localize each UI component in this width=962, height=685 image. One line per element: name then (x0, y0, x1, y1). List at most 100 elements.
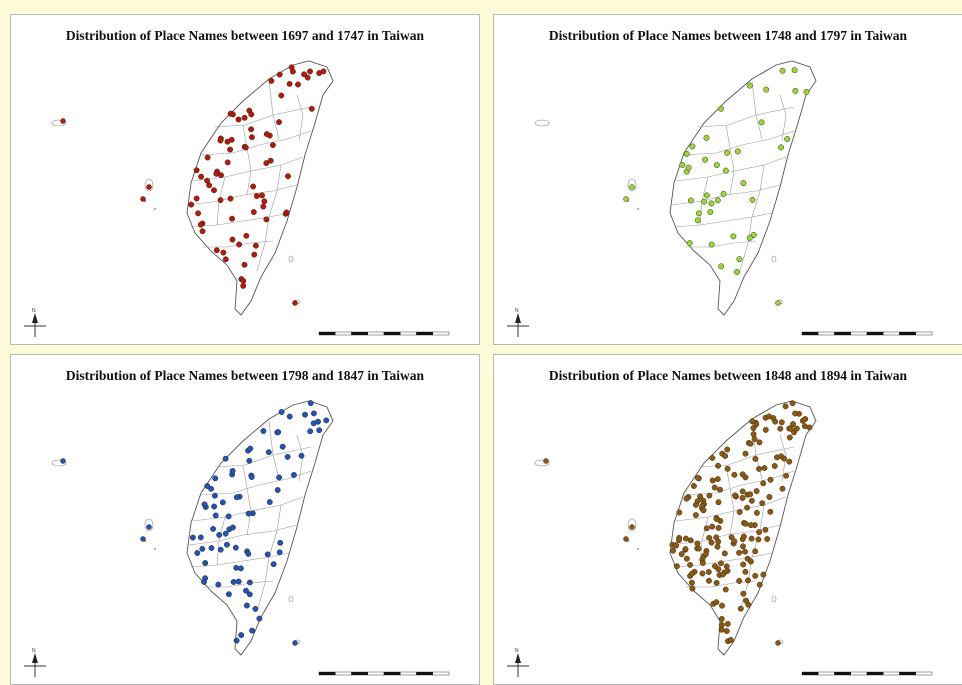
svg-text:N: N (32, 308, 36, 314)
place-name-point (229, 111, 236, 118)
place-name-point (730, 233, 737, 240)
place-name-point (712, 563, 718, 570)
map-title: Distribution of Place Names between 1748… (548, 28, 908, 43)
place-name-point (211, 187, 217, 194)
place-name-point (756, 529, 763, 536)
county-boundary (203, 580, 274, 588)
place-name-point (703, 134, 710, 141)
place-name-point (213, 247, 220, 254)
penghu-islands-outline (144, 178, 154, 192)
place-name-point (766, 494, 773, 500)
place-name-point (717, 560, 724, 567)
place-name-point (224, 159, 231, 166)
place-name-point (695, 545, 702, 552)
place-name-point (772, 418, 779, 425)
place-name-point (739, 471, 746, 478)
place-name-point (243, 232, 250, 239)
place-name-point (747, 491, 754, 498)
place-name-point (253, 193, 260, 199)
place-name-point (747, 440, 754, 447)
place-name-point (702, 551, 709, 558)
place-name-point (749, 418, 756, 425)
county-boundary (779, 434, 787, 482)
place-name-point (699, 560, 706, 566)
map-panel-1848-1894: Distribution of Place Names between 1848… (493, 354, 962, 685)
place-name-point (778, 419, 785, 426)
place-name-point (284, 453, 291, 460)
place-name-point (732, 492, 739, 499)
place-name-point (223, 541, 230, 548)
county-boundary (751, 80, 763, 140)
place-name-point (779, 485, 786, 492)
place-name-point (706, 492, 713, 499)
place-name-point (289, 68, 296, 75)
place-name-point (246, 579, 253, 586)
place-name-point (736, 509, 743, 515)
place-name-point (195, 210, 202, 217)
place-name-point (740, 533, 747, 540)
place-name-point (233, 637, 240, 644)
place-name-point (736, 256, 743, 263)
county-boundary (686, 240, 757, 248)
place-name-point (755, 536, 762, 543)
place-name-point (762, 526, 769, 533)
place-name-point (702, 156, 709, 163)
place-name-point (233, 564, 240, 571)
county-boundary (699, 516, 709, 566)
county-boundary (697, 106, 795, 128)
place-name-point (249, 627, 256, 634)
place-name-point (543, 458, 549, 464)
map-panel-1748-1797: Distribution of Place Names between 1748… (493, 14, 962, 345)
place-name-point (670, 547, 677, 554)
place-name-point (229, 524, 236, 531)
place-name-point (706, 534, 713, 541)
place-name-point (283, 209, 290, 216)
place-name-point (742, 450, 749, 457)
place-name-point (708, 539, 715, 546)
place-name-point (685, 164, 692, 171)
map-title: Distribution of Place Names between 1697… (65, 28, 425, 43)
place-name-point (734, 148, 741, 155)
place-name-point (251, 251, 258, 258)
place-name-point (758, 119, 765, 126)
place-name-point (753, 509, 760, 516)
place-name-point (740, 543, 746, 550)
place-name-point (302, 411, 308, 418)
place-name-point (274, 487, 281, 493)
place-name-point (204, 154, 211, 161)
place-name-point (803, 88, 810, 95)
place-name-point (140, 536, 146, 542)
place-name-point (307, 428, 314, 435)
place-name-point (742, 520, 749, 527)
place-name-point (709, 454, 716, 461)
place-name-point (146, 524, 152, 530)
islet-outline (637, 548, 639, 550)
place-name-point (753, 421, 760, 428)
place-name-point (215, 581, 222, 588)
place-name-point (718, 263, 725, 270)
place-name-point (250, 183, 257, 190)
place-name-point (308, 105, 315, 112)
place-name-point (715, 499, 722, 506)
place-name-point (802, 416, 809, 422)
map-title: Distribution of Place Names between 1798… (65, 368, 425, 383)
north-arrow-icon: N (507, 648, 529, 677)
svg-text:N: N (32, 648, 36, 654)
place-name-point (764, 536, 771, 542)
taiwan-island-outline (669, 60, 817, 316)
place-name-point (711, 484, 718, 491)
place-name-point (724, 620, 731, 627)
county-boundary (296, 94, 304, 142)
north-arrow-icon: N (24, 308, 46, 337)
place-name-point (225, 513, 232, 520)
taiwan-island-outline (186, 400, 334, 656)
islet-outline (637, 208, 639, 210)
place-name-point (746, 82, 753, 89)
place-name-point (235, 116, 242, 123)
place-name-point (211, 503, 218, 510)
place-name-point (750, 231, 757, 238)
place-name-points (60, 400, 330, 646)
place-name-point (219, 499, 226, 506)
place-name-point (279, 443, 286, 450)
islet-outline (288, 255, 294, 263)
